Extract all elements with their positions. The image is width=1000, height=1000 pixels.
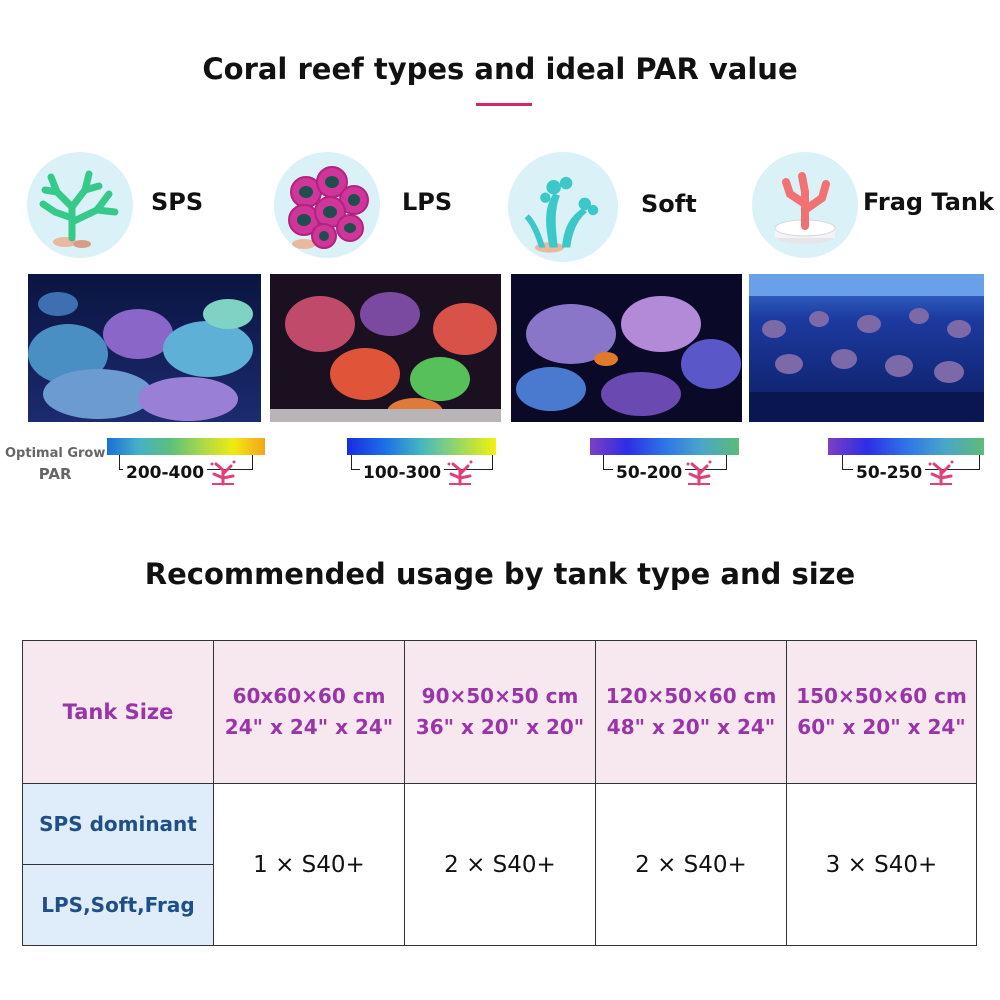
tank-size-header: Tank Size: [22, 640, 214, 784]
par-scale-frag-tank: 50-250: [828, 438, 984, 488]
size-imperial: 60" x 20" x 24": [797, 715, 966, 739]
size-metric: 90×50×50 cm: [421, 684, 579, 708]
par-scale-lps: 100-300: [347, 438, 496, 488]
par-gradient-bar: [828, 438, 984, 455]
table-row: LPS,Soft,Frag: [22, 864, 977, 946]
row-label-lps-soft-frag: LPS,Soft,Frag: [22, 864, 214, 946]
size-imperial: 36" x 20" x 20": [415, 715, 585, 739]
mini-coral-icon: [210, 460, 236, 486]
fixture-count-cell: 2 × S40+: [595, 783, 787, 946]
par-gradient-bar: [347, 438, 496, 455]
table-header-row: Tank Size 60x60×60 cm 24" x 24" x 24" 90×…: [22, 640, 977, 784]
coral-header-lps: LPS: [274, 152, 504, 262]
par-range-value: 50-250: [853, 463, 926, 483]
tank-size-cell: 90×50×50 cm 36" x 20" x 20": [404, 640, 596, 784]
coral-name-soft: Soft: [641, 190, 697, 218]
par-gradient-bar: [590, 438, 739, 455]
lps-tank-photo: [270, 274, 501, 422]
title-accent-underline: [476, 103, 532, 106]
coral-name-sps: SPS: [151, 188, 204, 216]
frag-tank-coral-icon: [752, 152, 858, 258]
mini-coral-icon: [447, 460, 473, 486]
tank-size-cell: 120×50×60 cm 48" x 20" x 24": [595, 640, 787, 784]
coral-header-sps: SPS: [27, 152, 257, 262]
table-row: SPS dominant 1 × S40+ 2 × S40+ 2 × S40+ …: [22, 783, 977, 946]
coral-header-frag-tank: Frag Tank: [752, 152, 994, 262]
par-gradient-bar: [107, 438, 265, 455]
coral-name-lps: LPS: [402, 188, 453, 216]
coral-header-soft: Soft: [508, 152, 748, 262]
row-label-sps-dominant: SPS dominant: [22, 783, 214, 865]
size-imperial: 24" x 24" x 24": [224, 715, 394, 739]
size-metric: 120×50×60 cm: [605, 684, 777, 708]
usage-table: Tank Size 60x60×60 cm 24" x 24" x 24" 90×…: [22, 640, 977, 946]
sps-coral-icon: [27, 152, 133, 258]
fixture-count-cell: 1 × S40+: [213, 783, 405, 946]
par-scale-sps: 200-400: [107, 438, 265, 488]
size-imperial: 48" x 20" x 24": [606, 715, 776, 739]
coral-name-frag-tank: Frag Tank: [863, 188, 994, 216]
section-title-recommended-usage: Recommended usage by tank type and size: [144, 557, 856, 591]
section-title-coral-types: Coral reef types and ideal PAR value: [202, 52, 798, 86]
par-scale-soft: 50-200: [590, 438, 739, 488]
tank-size-cell: 150×50×60 cm 60" x 20" x 24": [786, 640, 977, 784]
par-range-value: 50-200: [613, 463, 686, 483]
lps-coral-icon: [274, 152, 380, 258]
soft-tank-photo: [511, 274, 742, 422]
size-metric: 60x60×60 cm: [232, 684, 386, 708]
fixture-count-cell: 3 × S40+: [786, 783, 977, 946]
par-range-value: 200-400: [123, 463, 208, 483]
sps-tank-photo: [28, 274, 261, 422]
par-range-value: 100-300: [360, 463, 445, 483]
fixture-count-cell: 2 × S40+: [404, 783, 596, 946]
mini-coral-icon: [928, 460, 954, 486]
mini-coral-icon: [686, 460, 712, 486]
soft-coral-icon: [508, 152, 618, 262]
tank-size-cell: 60x60×60 cm 24" x 24" x 24": [213, 640, 405, 784]
size-metric: 150×50×60 cm: [796, 684, 967, 708]
optimal-grow-par-label: Optimal Grow PAR: [5, 446, 106, 483]
frag-tank-photo: [749, 274, 984, 422]
